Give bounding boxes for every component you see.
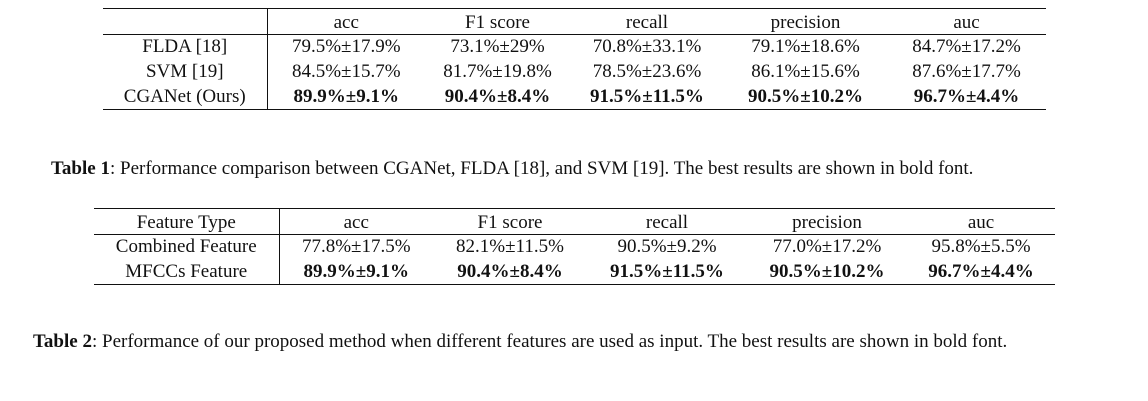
table-row: FLDA [18] 79.5%±17.9% 73.1%±29% 70.8%±33… bbox=[103, 34, 1046, 60]
cell-precision: 90.5%±10.2% bbox=[769, 260, 885, 282]
cell-precision: 90.5%±10.2% bbox=[748, 85, 863, 107]
table-1-header-acc: acc bbox=[267, 8, 425, 35]
cell-recall: 78.5%±23.6% bbox=[592, 61, 702, 82]
table-2-header-acc: acc bbox=[279, 208, 433, 235]
cell-auc: 95.8%±5.5% bbox=[931, 236, 1031, 258]
cell-acc: 84.5%±15.7% bbox=[291, 61, 401, 82]
table-1-header-auc: auc bbox=[887, 8, 1046, 35]
cell-recall: 70.8%±33.1% bbox=[592, 36, 702, 58]
table-2: Feature Type acc F1 score recall precisi… bbox=[94, 208, 1055, 285]
table-2-caption-text: : Performance of our proposed method whe… bbox=[91, 331, 1008, 352]
table-1-header-recall: recall bbox=[570, 8, 724, 35]
table-1-header-corner bbox=[103, 8, 268, 35]
cell-recall: 90.5%±9.2% bbox=[617, 236, 717, 258]
table-2-header-f1: F1 score bbox=[433, 208, 587, 235]
table-1-caption: Table 1: Performance comparison between … bbox=[51, 156, 1111, 182]
cell-f1: 73.1%±29% bbox=[450, 36, 545, 58]
cell-auc: 87.6%±17.7% bbox=[912, 61, 1021, 82]
row-label: FLDA [18] bbox=[103, 34, 268, 60]
table-row: Combined Feature 77.8%±17.5% 82.1%±11.5%… bbox=[94, 234, 1055, 260]
table-row: SVM [19] 84.5%±15.7% 81.7%±19.8% 78.5%±2… bbox=[103, 59, 1046, 85]
table-2-header-feature-type: Feature Type bbox=[94, 208, 280, 235]
cell-auc: 96.7%±4.4% bbox=[913, 85, 1020, 107]
table-2-header-auc: auc bbox=[907, 208, 1055, 235]
cell-acc: 89.9%±9.1% bbox=[303, 260, 409, 282]
cell-auc: 84.7%±17.2% bbox=[912, 36, 1021, 58]
table-row: MFCCs Feature 89.9%±9.1% 90.4%±8.4% 91.5… bbox=[94, 259, 1055, 285]
table-2-caption-label: Table 2 bbox=[33, 331, 92, 352]
cell-precision: 79.1%±18.6% bbox=[751, 36, 860, 58]
cell-precision: 77.0%±17.2% bbox=[772, 236, 882, 258]
cell-f1: 90.4%±8.4% bbox=[457, 260, 563, 282]
cell-acc: 89.9%±9.1% bbox=[293, 85, 399, 107]
cell-f1: 90.4%±8.4% bbox=[444, 85, 551, 107]
table-1-header-row: acc F1 score recall precision auc bbox=[103, 8, 1046, 35]
table-1: acc F1 score recall precision auc FLDA [… bbox=[103, 8, 1046, 110]
table-1-caption-label: Table 1 bbox=[51, 158, 110, 179]
cell-acc: 79.5%±17.9% bbox=[291, 36, 401, 58]
table-2-header-precision: precision bbox=[747, 208, 907, 235]
cell-recall: 91.5%±11.5% bbox=[610, 260, 724, 282]
cell-f1: 82.1%±11.5% bbox=[456, 236, 564, 258]
cell-recall: 91.5%±11.5% bbox=[590, 85, 704, 107]
table-row: CGANet (Ours) 89.9%±9.1% 90.4%±8.4% 91.5… bbox=[103, 84, 1046, 110]
cell-f1: 81.7%±19.8% bbox=[443, 61, 552, 82]
row-label: SVM [19] bbox=[103, 59, 268, 85]
row-label: Combined Feature bbox=[94, 234, 280, 260]
row-label: CGANet (Ours) bbox=[103, 84, 268, 110]
table-2-header-row: Feature Type acc F1 score recall precisi… bbox=[94, 208, 1055, 235]
table-1-header-f1: F1 score bbox=[425, 8, 570, 35]
cell-auc: 96.7%±4.4% bbox=[928, 260, 1034, 282]
row-label: MFCCs Feature bbox=[94, 259, 280, 285]
table-2-caption: Table 2: Performance of our proposed met… bbox=[33, 329, 1117, 355]
table-1-caption-text: : Performance comparison between CGANet,… bbox=[109, 158, 974, 179]
cell-precision: 86.1%±15.6% bbox=[751, 61, 860, 82]
table-2-header-recall: recall bbox=[587, 208, 747, 235]
table-1-header-precision: precision bbox=[724, 8, 887, 35]
cell-acc: 77.8%±17.5% bbox=[301, 236, 411, 258]
